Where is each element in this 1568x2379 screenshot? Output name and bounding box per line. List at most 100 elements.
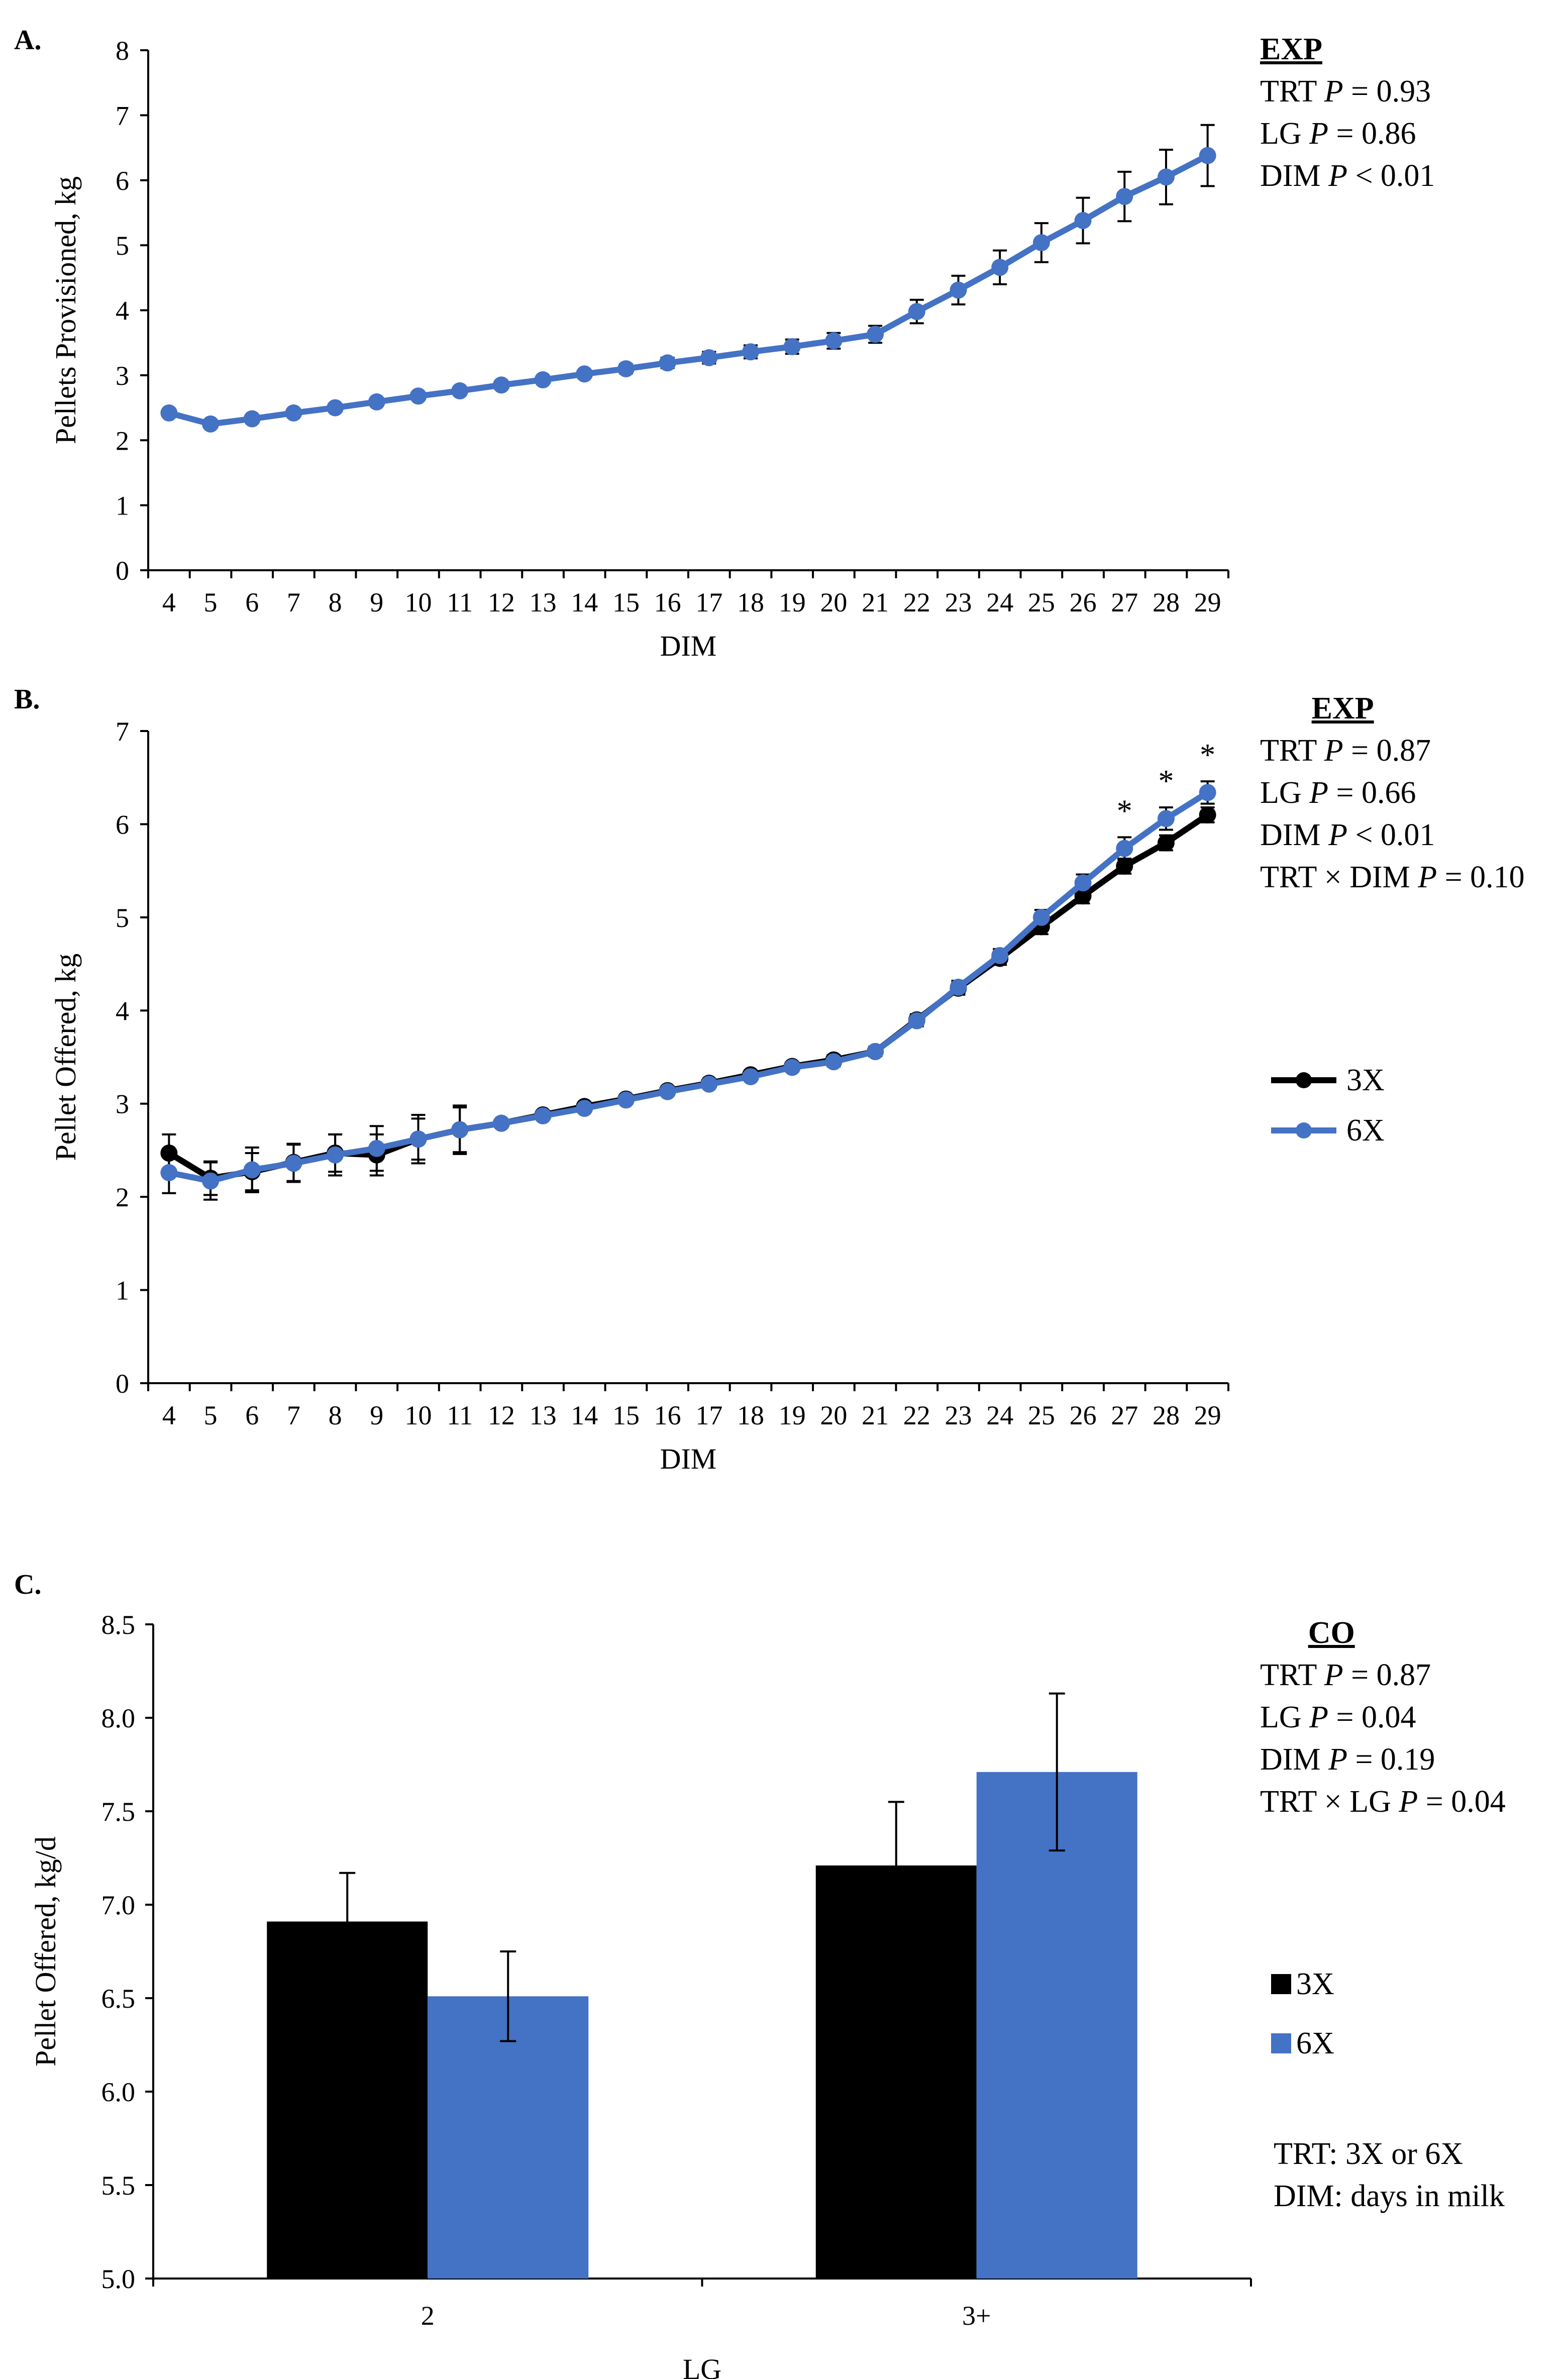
x-tick-label: 16	[654, 587, 681, 617]
panel-b-stats-line: TRT P = 0.87	[1260, 734, 1431, 768]
legend-line-marker-6x	[1271, 1122, 1336, 1139]
note-line: DIM: days in milk	[1274, 2179, 1505, 2213]
panel-c-stats-line: DIM P = 0.19	[1260, 1742, 1435, 1777]
x-tick-label: 24	[986, 1400, 1013, 1430]
data-point	[700, 1075, 718, 1093]
data-point	[950, 281, 967, 299]
panel-c-stats-line: LG P = 0.04	[1260, 1700, 1416, 1734]
panel-a: A. 0 1 2 3 4 5 6 7 8 4 5 6 7 8 9 10 11 12 13 14 15 16 17 18 19 20…	[0, 0, 1568, 703]
x-tick-label: 5	[204, 1400, 218, 1430]
bar-3X	[267, 1921, 428, 2279]
data-point	[825, 1053, 843, 1071]
y-axis-label: Pellet Offered, kg/d	[29, 1836, 62, 2066]
data-point	[368, 393, 385, 410]
note-line: TRT: 3X or 6X	[1274, 2137, 1464, 2171]
data-point	[617, 1091, 635, 1109]
x-tick-label: 2	[421, 2301, 435, 2331]
data-point	[1032, 234, 1050, 251]
data-point	[1116, 188, 1133, 205]
x-tick-label: 15	[612, 587, 640, 617]
x-tick-label: 14	[571, 587, 598, 617]
x-tick-label: 16	[654, 1400, 681, 1430]
x-tick-label: 7	[287, 1400, 300, 1430]
panel-a-letter: A.	[14, 25, 42, 56]
panel-c-legend: 3X 6X	[1271, 1954, 1334, 2073]
y-tick-label: 5	[116, 231, 129, 261]
x-tick-label: 26	[1070, 587, 1097, 617]
y-tick-label: 5	[116, 903, 129, 933]
x-tick-label: 29	[1194, 1400, 1221, 1430]
x-tick-label: 8	[329, 1400, 342, 1430]
legend-line-marker-3x	[1271, 1072, 1336, 1088]
data-point	[243, 1161, 261, 1179]
data-point	[659, 1083, 676, 1100]
x-axis-label: LG	[683, 2353, 721, 2379]
y-tick-label: 8	[116, 36, 129, 66]
significance-marker: *	[1158, 764, 1174, 798]
panel-b-stats: EXP TRT P = 0.87 LG P = 0.66 DIM P < 0.0…	[1260, 687, 1525, 898]
x-tick-label: 23	[945, 587, 972, 617]
data-point	[867, 326, 884, 343]
series-line	[168, 153, 1209, 427]
x-tick-label: 29	[1194, 587, 1221, 617]
series-6X	[160, 780, 1216, 1201]
series-0	[160, 124, 1216, 433]
data-point	[576, 365, 593, 383]
panel-c-stats: CO TRT P = 0.87 LG P = 0.04 DIM P = 0.19…	[1260, 1612, 1506, 1823]
x-tick-label: 8	[329, 587, 342, 617]
significance-marker: *	[1117, 794, 1132, 828]
panel-c-chart: 5.0 5.5 6.0 6.5 7.0 7.5 8.0 8.5 2 3+ LG Pellet Offe…	[29, 1610, 1252, 2379]
data-point	[1199, 784, 1216, 801]
data-point	[908, 303, 925, 321]
data-point	[1074, 874, 1092, 892]
x-tick-label: 27	[1111, 1400, 1138, 1430]
y-tick-label: 6.5	[101, 1984, 136, 2014]
x-tick-label: 21	[862, 1400, 889, 1430]
y-axis-label: Pellets Provisioned, kg	[49, 176, 82, 444]
data-point	[617, 360, 635, 377]
data-point	[659, 354, 676, 372]
panel-c-stats-heading: CO	[1308, 1616, 1355, 1650]
y-tick-label: 2	[116, 426, 129, 456]
y-tick-label: 4	[116, 296, 129, 326]
panel-c-letter: C.	[14, 1569, 42, 1600]
y-tick-label: 6	[116, 809, 129, 840]
x-tick-label: 14	[571, 1400, 598, 1430]
panel-a-stats-heading: EXP	[1260, 32, 1322, 66]
x-tick-label: 19	[779, 587, 806, 617]
y-axis-label: Pellet Offered, kg	[49, 954, 82, 1161]
y-tick-label: 5.0	[101, 2264, 136, 2294]
x-tick-label: 26	[1070, 1400, 1097, 1430]
x-tick-label: 18	[737, 587, 764, 617]
x-tick-label: 20	[820, 587, 847, 617]
y-tick-label: 7	[116, 100, 129, 131]
data-point	[202, 415, 220, 433]
data-point	[534, 1107, 552, 1124]
panel-a-stats-line: LG P = 0.86	[1260, 117, 1416, 151]
data-point	[742, 1068, 760, 1085]
x-tick-label: 9	[370, 587, 383, 617]
y-tick-label: 1	[116, 1276, 129, 1306]
x-tick-label: 24	[986, 587, 1013, 617]
data-point	[492, 1114, 510, 1132]
x-tick-label: 11	[447, 1400, 473, 1430]
data-point	[243, 410, 261, 428]
x-tick-label: 25	[1028, 1400, 1055, 1430]
data-point	[160, 1164, 178, 1181]
x-tick-label: 22	[903, 1400, 930, 1430]
legend-item-6x: 6X	[1271, 2014, 1334, 2073]
data-point	[492, 376, 510, 394]
data-point	[908, 1012, 925, 1029]
legend-item-3x: 3X	[1271, 1954, 1334, 2014]
data-point	[1199, 806, 1216, 823]
x-tick-label: 27	[1111, 587, 1138, 617]
data-point	[783, 1059, 801, 1076]
x-tick-label: 23	[945, 1400, 972, 1430]
panel-c-stats-line: TRT P = 0.87	[1260, 1658, 1431, 1692]
panel-a-stats-line: TRT P = 0.93	[1260, 74, 1431, 109]
data-point	[160, 404, 178, 422]
x-tick-label: 11	[447, 587, 473, 617]
y-tick-label: 8.5	[101, 1610, 136, 1640]
